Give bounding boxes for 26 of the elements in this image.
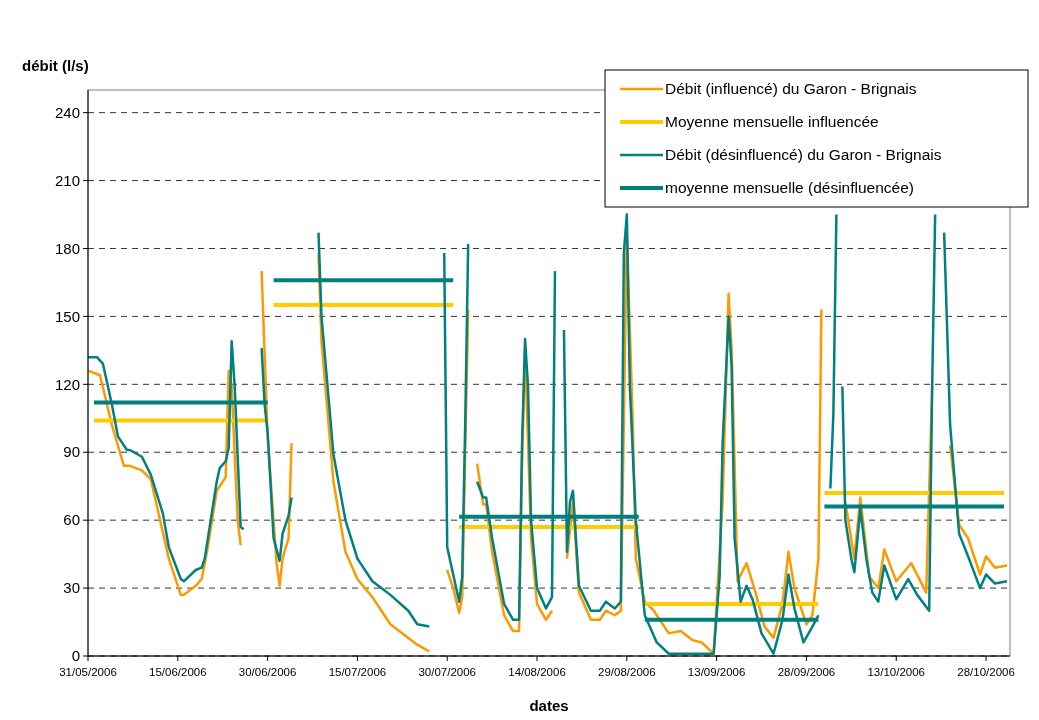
- legend-label: Débit (désinfluencé) du Garon - Brignais: [665, 146, 942, 164]
- legend-label: moyenne mensuelle (désinfluencée): [665, 179, 915, 197]
- y-tick-label: 150: [54, 307, 80, 325]
- x-tick-label: 30/06/2006: [238, 666, 297, 678]
- y-tick-label: 180: [54, 239, 80, 257]
- x-tick-label: 30/07/2006: [418, 666, 476, 678]
- legend-label: Débit (influencé) du Garon - Brignais: [665, 80, 917, 98]
- y-tick-label: 120: [54, 375, 80, 393]
- y-tick-label: 30: [63, 579, 80, 597]
- y-tick-label: 90: [63, 443, 80, 461]
- x-tick-label: 13/10/2006: [867, 666, 926, 678]
- x-tick-label: 29/08/2006: [598, 666, 656, 678]
- x-tick-label: 31/05/2006: [59, 666, 117, 678]
- x-tick-label: 13/09/2006: [687, 666, 746, 678]
- x-tick-label: 15/06/2006: [149, 666, 207, 678]
- legend-label: Moyenne mensuelle influencée: [665, 113, 879, 131]
- y-tick-label: 60: [63, 511, 80, 529]
- x-axis-title: dates: [529, 697, 569, 714]
- y-tick-label: 240: [54, 103, 80, 121]
- y-axis-title: débit (l/s): [22, 57, 89, 74]
- x-tick-label: 14/08/2006: [508, 666, 566, 678]
- y-tick-label: 210: [54, 171, 80, 189]
- x-tick-label: 15/07/2006: [328, 666, 387, 678]
- x-tick-label: 28/10/2006: [957, 666, 1015, 678]
- y-tick-label: 0: [71, 647, 80, 665]
- x-tick-label: 28/09/2006: [777, 666, 836, 678]
